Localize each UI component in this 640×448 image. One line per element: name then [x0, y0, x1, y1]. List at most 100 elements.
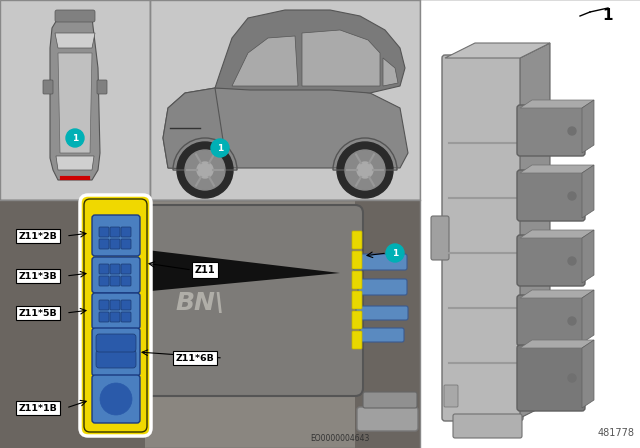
- FancyBboxPatch shape: [121, 312, 131, 322]
- FancyBboxPatch shape: [357, 407, 418, 431]
- Bar: [420, 0, 640, 448]
- Circle shape: [568, 192, 576, 200]
- FancyBboxPatch shape: [0, 200, 145, 448]
- Circle shape: [211, 139, 229, 157]
- Circle shape: [357, 162, 373, 178]
- Polygon shape: [582, 230, 594, 283]
- Circle shape: [177, 142, 233, 198]
- Bar: [150, 0, 420, 200]
- Text: 1: 1: [603, 8, 613, 23]
- FancyBboxPatch shape: [352, 331, 362, 349]
- FancyBboxPatch shape: [356, 306, 408, 320]
- Bar: [0, 200, 420, 448]
- Circle shape: [386, 244, 404, 262]
- Polygon shape: [232, 36, 298, 86]
- Circle shape: [337, 142, 393, 198]
- FancyBboxPatch shape: [121, 227, 131, 237]
- FancyBboxPatch shape: [96, 350, 136, 368]
- FancyBboxPatch shape: [363, 392, 417, 408]
- FancyBboxPatch shape: [121, 276, 131, 286]
- FancyBboxPatch shape: [121, 300, 131, 310]
- FancyBboxPatch shape: [442, 55, 523, 421]
- Polygon shape: [445, 43, 550, 58]
- FancyBboxPatch shape: [110, 227, 120, 237]
- Bar: [0, 0, 150, 200]
- FancyBboxPatch shape: [110, 239, 120, 249]
- FancyBboxPatch shape: [99, 264, 109, 274]
- Polygon shape: [582, 165, 594, 218]
- FancyBboxPatch shape: [99, 300, 109, 310]
- Polygon shape: [520, 165, 594, 173]
- FancyBboxPatch shape: [43, 80, 53, 94]
- Text: 1: 1: [72, 134, 78, 142]
- Circle shape: [568, 374, 576, 382]
- FancyBboxPatch shape: [352, 231, 362, 249]
- Polygon shape: [55, 33, 95, 48]
- Polygon shape: [163, 88, 225, 170]
- Polygon shape: [302, 30, 380, 86]
- Polygon shape: [520, 100, 594, 108]
- Circle shape: [568, 127, 576, 135]
- Text: 1: 1: [392, 249, 398, 258]
- Text: EO0000004643: EO0000004643: [310, 434, 370, 443]
- Polygon shape: [50, 18, 100, 180]
- Polygon shape: [520, 290, 594, 298]
- FancyBboxPatch shape: [517, 170, 585, 221]
- FancyBboxPatch shape: [84, 199, 147, 432]
- FancyBboxPatch shape: [517, 105, 585, 156]
- Circle shape: [185, 150, 225, 190]
- Polygon shape: [582, 100, 594, 153]
- FancyBboxPatch shape: [110, 300, 120, 310]
- Polygon shape: [582, 290, 594, 343]
- FancyBboxPatch shape: [517, 235, 585, 286]
- FancyBboxPatch shape: [110, 312, 120, 322]
- Text: Z11*1B: Z11*1B: [19, 404, 58, 413]
- Text: Z11*6B: Z11*6B: [175, 353, 214, 362]
- Text: 1: 1: [217, 143, 223, 152]
- Text: Z11*5B: Z11*5B: [19, 309, 58, 318]
- Text: Z11*2B: Z11*2B: [19, 232, 58, 241]
- FancyBboxPatch shape: [358, 279, 407, 295]
- FancyBboxPatch shape: [137, 205, 363, 396]
- FancyBboxPatch shape: [92, 375, 140, 423]
- Polygon shape: [520, 43, 550, 418]
- Circle shape: [100, 383, 132, 415]
- FancyBboxPatch shape: [92, 328, 140, 376]
- FancyBboxPatch shape: [121, 264, 131, 274]
- Text: Z11*3B: Z11*3B: [19, 271, 58, 280]
- FancyBboxPatch shape: [352, 251, 362, 269]
- FancyBboxPatch shape: [99, 227, 109, 237]
- FancyBboxPatch shape: [517, 295, 585, 346]
- FancyBboxPatch shape: [352, 291, 362, 309]
- Polygon shape: [130, 248, 340, 293]
- FancyBboxPatch shape: [55, 10, 95, 22]
- Polygon shape: [163, 88, 408, 168]
- Circle shape: [568, 257, 576, 265]
- Circle shape: [66, 129, 84, 147]
- Polygon shape: [58, 53, 92, 153]
- FancyBboxPatch shape: [99, 312, 109, 322]
- Polygon shape: [215, 10, 405, 93]
- FancyBboxPatch shape: [453, 414, 522, 438]
- FancyBboxPatch shape: [92, 293, 140, 329]
- FancyBboxPatch shape: [110, 264, 120, 274]
- FancyBboxPatch shape: [517, 345, 585, 411]
- Polygon shape: [56, 156, 94, 170]
- Polygon shape: [520, 230, 594, 238]
- FancyBboxPatch shape: [97, 80, 107, 94]
- FancyBboxPatch shape: [110, 276, 120, 286]
- Circle shape: [568, 317, 576, 325]
- FancyBboxPatch shape: [99, 276, 109, 286]
- Polygon shape: [520, 340, 594, 348]
- FancyBboxPatch shape: [431, 216, 449, 260]
- Circle shape: [197, 162, 213, 178]
- FancyBboxPatch shape: [444, 385, 458, 407]
- FancyBboxPatch shape: [352, 311, 362, 329]
- FancyBboxPatch shape: [96, 334, 136, 352]
- Text: BN\: BN\: [175, 291, 225, 315]
- Circle shape: [345, 150, 385, 190]
- FancyBboxPatch shape: [360, 328, 404, 342]
- FancyBboxPatch shape: [353, 254, 407, 270]
- Polygon shape: [582, 340, 594, 408]
- FancyBboxPatch shape: [121, 239, 131, 249]
